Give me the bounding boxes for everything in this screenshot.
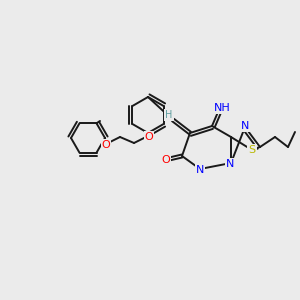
Text: O: O — [145, 132, 153, 142]
Text: N: N — [241, 121, 249, 131]
Text: S: S — [248, 145, 256, 155]
Text: O: O — [162, 155, 170, 165]
Text: N: N — [226, 159, 234, 169]
Text: NH: NH — [214, 103, 230, 113]
Text: O: O — [102, 140, 110, 150]
Text: H: H — [165, 110, 173, 120]
Text: N: N — [196, 165, 204, 175]
